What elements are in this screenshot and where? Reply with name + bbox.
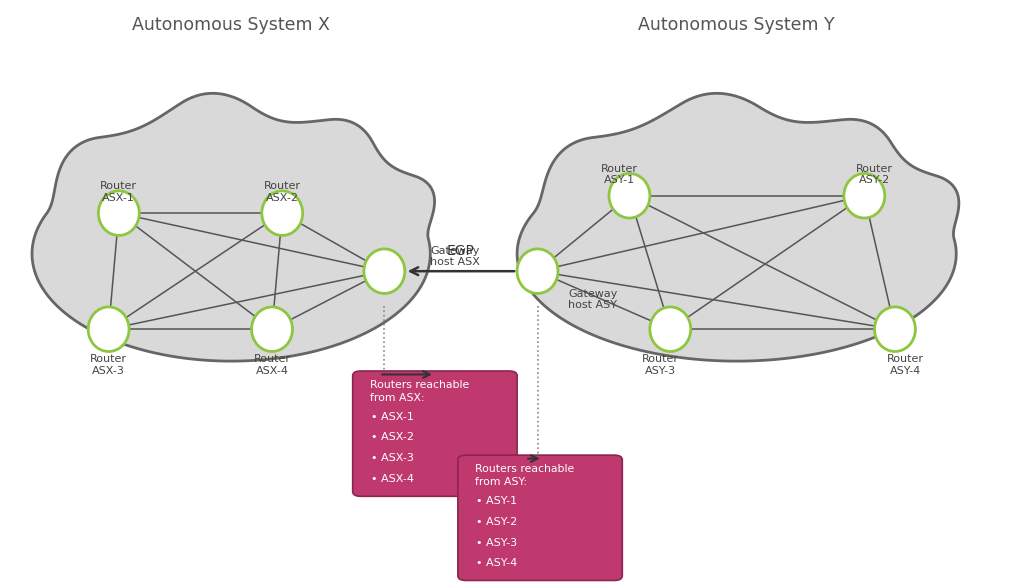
Text: • ASY-4: • ASY-4 [476, 559, 517, 568]
Ellipse shape [262, 191, 303, 236]
Text: Router
ASY-4: Router ASY-4 [887, 354, 924, 376]
Text: Router
ASX-2: Router ASX-2 [264, 181, 301, 203]
Text: • ASY-2: • ASY-2 [476, 517, 517, 526]
Polygon shape [517, 93, 958, 361]
Ellipse shape [98, 191, 139, 236]
Text: • ASX-1: • ASX-1 [371, 412, 414, 422]
Ellipse shape [844, 174, 885, 218]
Ellipse shape [517, 249, 558, 293]
Ellipse shape [252, 307, 293, 352]
Text: Autonomous System X: Autonomous System X [132, 16, 330, 34]
Text: Router
ASX-1: Router ASX-1 [100, 181, 137, 203]
Ellipse shape [874, 307, 915, 352]
Text: Router
ASY-3: Router ASY-3 [642, 354, 679, 376]
Text: • ASX-2: • ASX-2 [371, 433, 414, 442]
FancyBboxPatch shape [352, 371, 517, 496]
Polygon shape [32, 93, 434, 361]
FancyBboxPatch shape [458, 455, 623, 581]
Text: Gateway
host ASX: Gateway host ASX [430, 246, 480, 268]
Ellipse shape [364, 249, 404, 293]
Text: • ASY-1: • ASY-1 [476, 496, 517, 505]
Text: Routers reachable
from ASX:: Routers reachable from ASX: [370, 380, 469, 403]
Text: • ASX-3: • ASX-3 [371, 454, 414, 463]
Ellipse shape [88, 307, 129, 352]
Ellipse shape [609, 174, 650, 218]
Text: Router
ASY-1: Router ASY-1 [601, 164, 638, 185]
Text: Router
ASY-2: Router ASY-2 [856, 164, 893, 185]
Text: • ASY-3: • ASY-3 [476, 538, 517, 547]
Text: Router
ASX-3: Router ASX-3 [90, 354, 127, 376]
Text: Router
ASX-4: Router ASX-4 [254, 354, 291, 376]
Text: Gateway
host ASY: Gateway host ASY [568, 289, 617, 310]
Text: Routers reachable
from ASY:: Routers reachable from ASY: [475, 465, 574, 487]
Text: EGP: EGP [447, 244, 475, 258]
Text: • ASX-4: • ASX-4 [371, 474, 414, 484]
Text: Autonomous System Y: Autonomous System Y [638, 16, 835, 34]
Ellipse shape [650, 307, 691, 352]
